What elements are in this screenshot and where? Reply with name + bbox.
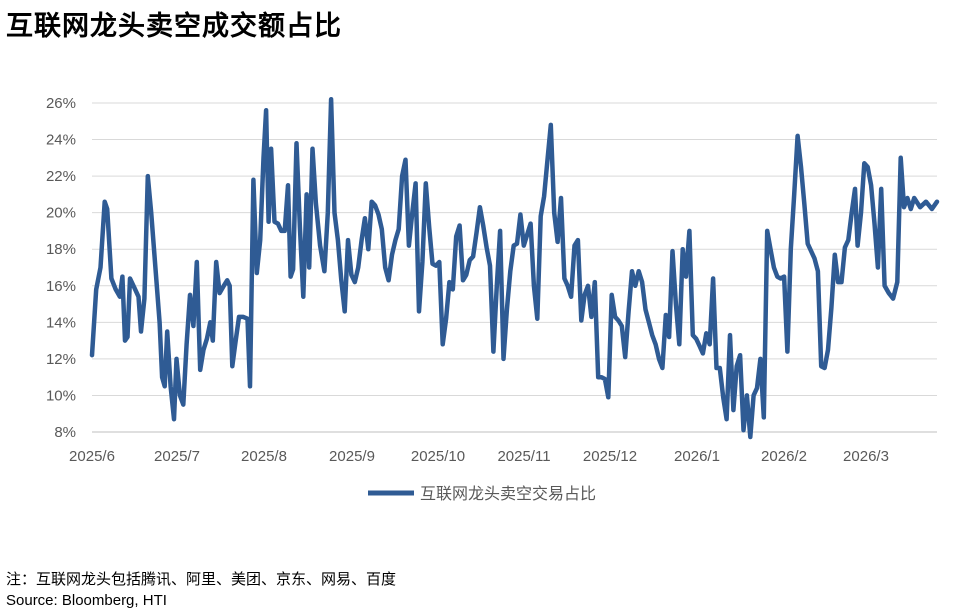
- y-tick-label: 14%: [46, 314, 76, 331]
- footnote: 注：互联网龙头包括腾讯、阿里、美团、京东、网易、百度: [6, 570, 397, 588]
- x-tick-label: 2025/6: [69, 448, 115, 465]
- y-tick-label: 22%: [46, 168, 76, 185]
- y-axis-tick-labels: 8% 10% 12% 14% 16% 18% 20% 22% 24% 26%: [46, 95, 76, 441]
- y-tick-label: 16%: [46, 278, 76, 295]
- x-tick-label: 2026/2: [761, 448, 807, 465]
- y-tick-label: 26%: [46, 95, 76, 112]
- x-tick-label: 2026/3: [843, 448, 889, 465]
- y-tick-label: 24%: [46, 132, 76, 149]
- series-line-short-selling-share: [89, 97, 940, 440]
- source-note: Source: Bloomberg, HTI: [6, 592, 167, 609]
- line-chart: 8%10%12%14%16%18%20%22%24%26% 2025/6 2025…: [46, 95, 940, 503]
- legend: 互联网龙头卖空交易占比: [368, 484, 596, 503]
- x-tick-label: 2025/7: [154, 448, 200, 465]
- y-tick-label: 20%: [46, 205, 76, 222]
- x-tick-label: 2025/10: [411, 448, 465, 465]
- y-tick-label: 10%: [46, 387, 76, 404]
- y-tick-label: 8%: [54, 424, 76, 441]
- x-axis-tick-labels: 2025/6 2025/7 2025/8 2025/9 2025/10 2025/11 20…: [69, 448, 889, 465]
- x-tick-label: 2025/9: [329, 448, 375, 465]
- y-tick-label: 18%: [46, 241, 76, 258]
- x-tick-label: 2025/11: [497, 448, 550, 465]
- x-tick-label: 2025/8: [241, 448, 287, 465]
- x-tick-label: 2026/1: [674, 448, 720, 465]
- chart-title: 互联网龙头卖空成交额占比: [6, 11, 342, 42]
- y-tick-label: 12%: [46, 351, 76, 368]
- x-tick-label: 2025/12: [583, 448, 637, 465]
- legend-label: 互联网龙头卖空交易占比: [420, 484, 596, 503]
